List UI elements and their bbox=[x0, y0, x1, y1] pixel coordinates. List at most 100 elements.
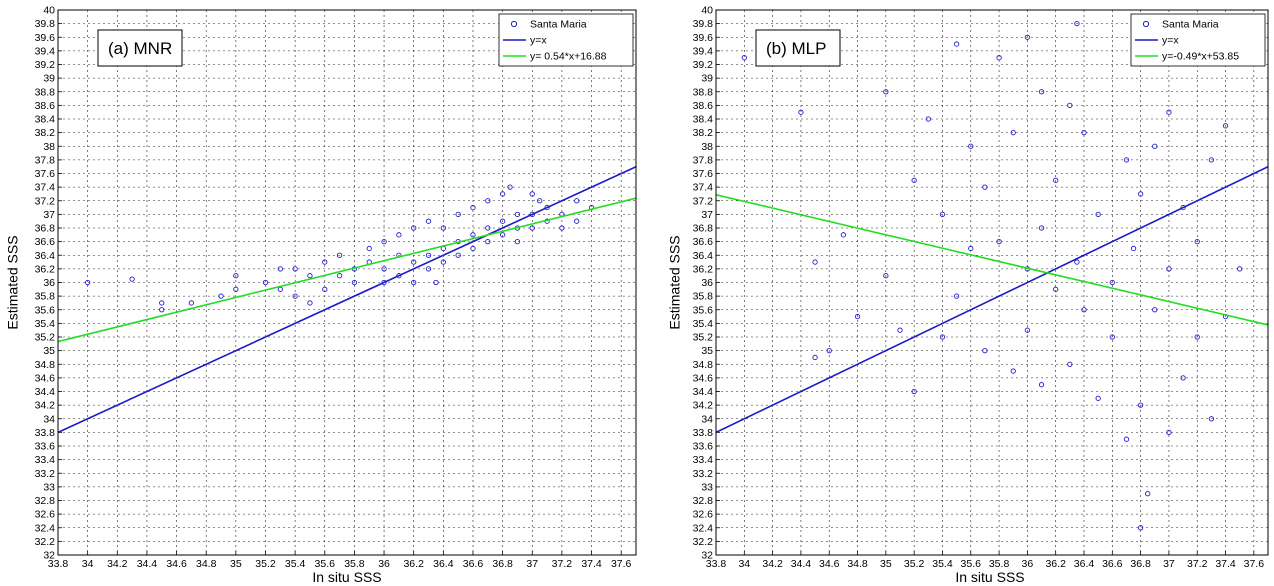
y-tick-label: 33.2 bbox=[693, 468, 714, 480]
x-tick-label: 34.2 bbox=[762, 558, 783, 570]
x-tick-label: 34.4 bbox=[137, 558, 158, 570]
data-point bbox=[996, 55, 1002, 61]
data-point bbox=[559, 225, 565, 231]
legend-label: y= 0.54*x+16.88 bbox=[530, 51, 607, 63]
y-tick-label: 36.8 bbox=[693, 223, 714, 235]
x-tick-label: 35.2 bbox=[904, 558, 925, 570]
data-point bbox=[159, 300, 165, 306]
x-tick-label: 34 bbox=[738, 558, 750, 570]
data-point bbox=[233, 286, 239, 292]
panel-label: (a) MNR bbox=[108, 39, 172, 58]
y-tick-label: 39.2 bbox=[693, 59, 714, 71]
panel-label-box bbox=[97, 29, 183, 67]
data-point bbox=[953, 293, 960, 299]
data-point bbox=[1038, 225, 1045, 231]
y-tick-label: 34.8 bbox=[35, 359, 56, 371]
y-tick-label: 35 bbox=[43, 345, 55, 357]
x-tick-label: 34.6 bbox=[819, 558, 840, 570]
fit-line bbox=[58, 197, 636, 343]
y-tick-label: 36.2 bbox=[35, 263, 56, 275]
data-point bbox=[1024, 327, 1031, 333]
data-point bbox=[1194, 238, 1200, 245]
y-tick-label: 34 bbox=[43, 413, 55, 425]
data-point bbox=[396, 232, 402, 238]
y-tick-label: 32.8 bbox=[35, 495, 56, 507]
data-point bbox=[1038, 89, 1045, 95]
y-tick-label: 34.6 bbox=[693, 372, 714, 384]
y-tick-label: 38.8 bbox=[693, 86, 714, 98]
data-point bbox=[982, 184, 988, 190]
y-tick-label: 35 bbox=[701, 345, 713, 357]
legend-label: Santa Maria bbox=[1162, 19, 1219, 31]
data-point bbox=[1222, 123, 1229, 129]
data-point bbox=[1208, 157, 1215, 163]
x-tick-label: 36.8 bbox=[1130, 558, 1151, 570]
data-point bbox=[883, 273, 889, 279]
y-tick-label: 36.2 bbox=[693, 263, 714, 275]
data-point bbox=[1095, 211, 1101, 218]
data-point bbox=[574, 198, 580, 204]
y-tick-label: 36 bbox=[43, 277, 55, 289]
y-tick-label: 37.8 bbox=[693, 154, 714, 166]
x-tick-label: 37.6 bbox=[611, 558, 632, 570]
data-point bbox=[1123, 157, 1130, 163]
x-tick-label: 34.8 bbox=[847, 558, 868, 570]
data-point bbox=[968, 245, 974, 252]
x-tick-label: 33.8 bbox=[706, 558, 727, 570]
y-tick-label: 35.6 bbox=[35, 304, 56, 316]
y-tick-label: 38.4 bbox=[693, 114, 714, 126]
data-point bbox=[1123, 436, 1130, 442]
data-point bbox=[433, 279, 439, 286]
legend: Santa Maria y=x y= 0.54*x+16.88 bbox=[498, 13, 634, 67]
y-tick-label: 32 bbox=[701, 550, 713, 562]
data-point bbox=[537, 198, 543, 204]
data-point bbox=[883, 89, 889, 95]
chart-panel-2: 33.8 34 34.2 34.4 34.6 34.8 35 35.2 35.4 35.6 35.8… bbox=[667, 5, 1269, 585]
data-point bbox=[514, 211, 521, 218]
y-tick-label: 39.6 bbox=[693, 32, 714, 44]
x-tick-label: 35 bbox=[230, 558, 242, 570]
x-tick-label: 37.4 bbox=[1215, 558, 1236, 570]
y-tick-label: 40 bbox=[701, 5, 713, 17]
y-tick-label: 37.2 bbox=[693, 195, 714, 207]
y-tick-label: 39.4 bbox=[35, 45, 56, 57]
data-point bbox=[381, 266, 387, 272]
x-tick-label: 36.2 bbox=[1045, 558, 1066, 570]
data-point bbox=[485, 198, 491, 204]
data-point bbox=[292, 293, 298, 299]
data-point bbox=[411, 225, 417, 231]
y-tick-label: 38.2 bbox=[35, 127, 56, 139]
x-tick-label: 37 bbox=[526, 558, 538, 570]
data-point bbox=[1010, 368, 1016, 374]
data-point bbox=[455, 252, 461, 258]
y-tick-label: 38 bbox=[701, 141, 713, 153]
x-tick-label: 37.2 bbox=[552, 558, 573, 570]
data-point bbox=[1166, 429, 1172, 436]
x-tick-label: 34 bbox=[82, 558, 94, 570]
data-point bbox=[840, 232, 847, 238]
data-point bbox=[1208, 416, 1215, 422]
y-tick-label: 32.2 bbox=[35, 536, 56, 548]
data-point bbox=[1109, 279, 1115, 286]
y-tick-label: 37.6 bbox=[693, 168, 714, 180]
y-tick-label: 35.8 bbox=[35, 291, 56, 303]
x-tick-label: 34.8 bbox=[196, 558, 217, 570]
y-tick-label: 37.4 bbox=[693, 182, 714, 194]
data-layer bbox=[716, 20, 1268, 531]
fit-line bbox=[716, 193, 1268, 326]
legend-label: y=x bbox=[1162, 35, 1179, 47]
data-point bbox=[381, 279, 387, 286]
y-tick-label: 32.4 bbox=[693, 522, 714, 534]
y-tick-label: 38 bbox=[43, 141, 55, 153]
y-tick-label: 34.4 bbox=[35, 386, 56, 398]
y-tick-label: 37.4 bbox=[35, 182, 56, 194]
x-tick-label: 35.2 bbox=[255, 558, 276, 570]
data-point bbox=[544, 204, 550, 211]
axes-box bbox=[57, 9, 637, 556]
data-point bbox=[812, 354, 818, 361]
x-axis-label: In situ SSS bbox=[955, 569, 1024, 585]
x-tick-label: 33.8 bbox=[48, 558, 69, 570]
x-tick-label: 35.6 bbox=[315, 558, 336, 570]
data-point bbox=[1053, 177, 1059, 183]
data-point bbox=[1137, 402, 1144, 408]
